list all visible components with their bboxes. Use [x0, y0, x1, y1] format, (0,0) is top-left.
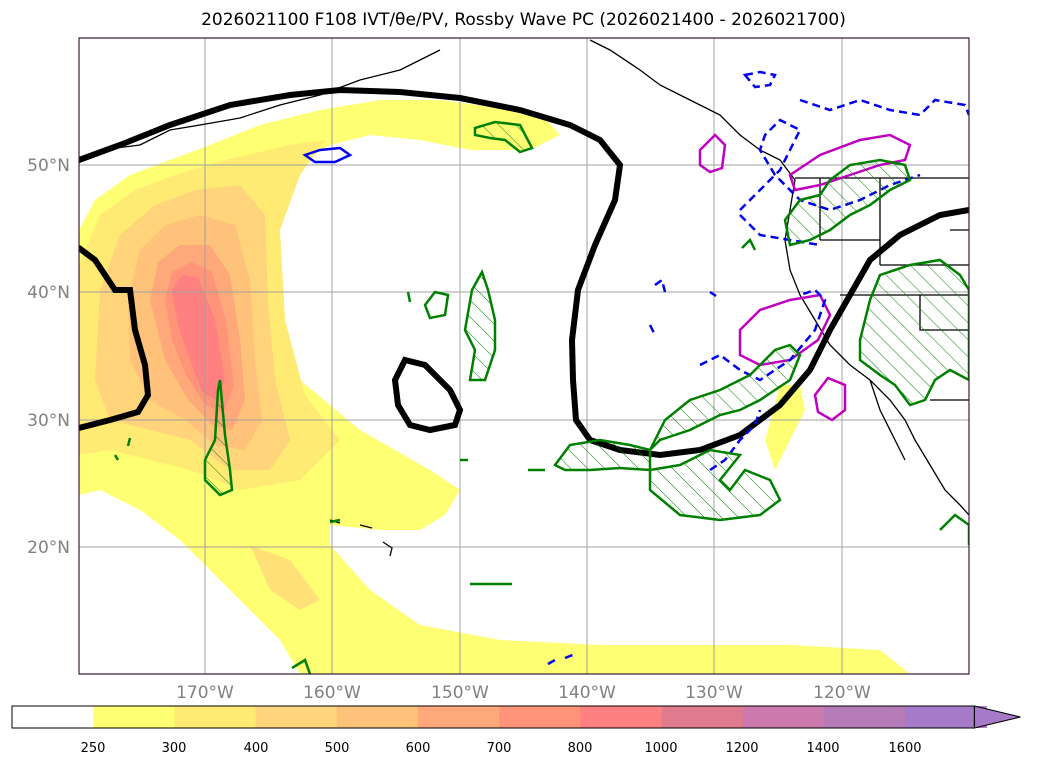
ivt-level-300-south	[250, 545, 320, 610]
alaska-coast	[99, 49, 441, 151]
rossby-contour-main	[79, 86, 969, 459]
blue-contour-1	[742, 70, 777, 89]
pv-contour-7	[113, 237, 969, 674]
blue-contour-8	[547, 277, 717, 666]
rossby-contour-west	[79, 245, 152, 431]
blue-contour-2	[799, 98, 969, 117]
y-tick-labels: 20°N 30°N 40°N 50°N	[27, 156, 70, 558]
pv-contours	[113, 120, 969, 674]
magenta-contour-4	[813, 376, 847, 422]
pv-contour-4	[553, 343, 802, 522]
pv-contour-3	[203, 379, 234, 497]
baja-coast	[869, 379, 906, 461]
x-tick-label: 140°W	[558, 683, 616, 703]
gridlines	[79, 38, 969, 674]
y-tick-label: 30°N	[27, 411, 70, 431]
pv-contour-2	[463, 268, 497, 382]
x-tick-label: 170°W	[176, 683, 234, 703]
x-tick-label: 120°W	[813, 683, 871, 703]
pv-contour-6	[858, 258, 969, 407]
chart-title: 2026021100 F108 IVT/θe/PV, Rossby Wave P…	[201, 10, 846, 30]
blue-contour-7	[302, 146, 353, 164]
x-tick-label: 160°W	[303, 683, 361, 703]
blue-contour-4	[739, 214, 821, 247]
pv-contour-5	[783, 158, 912, 247]
y-tick-label: 40°N	[27, 283, 70, 303]
y-tick-label: 20°N	[27, 538, 70, 558]
rossby-contours	[79, 86, 969, 459]
magenta-contour-3	[738, 293, 832, 367]
y-tick-label: 50°N	[27, 156, 70, 176]
plot-frame	[78, 37, 970, 675]
rossby-contour-loop	[391, 356, 464, 434]
ivt-level-800	[172, 275, 225, 400]
bc-coast	[589, 39, 969, 516]
ivt-level-250	[79, 100, 910, 674]
blue-contour-6	[709, 409, 762, 472]
x-tick-labels: 170°W 160°W 150°W 140°W 130°W 120°W	[176, 683, 871, 703]
magenta-contour-1	[698, 133, 727, 174]
theta-e-positive-contours	[698, 133, 912, 422]
magenta-contour-2	[788, 133, 912, 192]
x-tick-label: 150°W	[431, 683, 489, 703]
pv-contour-1	[473, 120, 534, 154]
x-tick-label: 130°W	[685, 683, 743, 703]
